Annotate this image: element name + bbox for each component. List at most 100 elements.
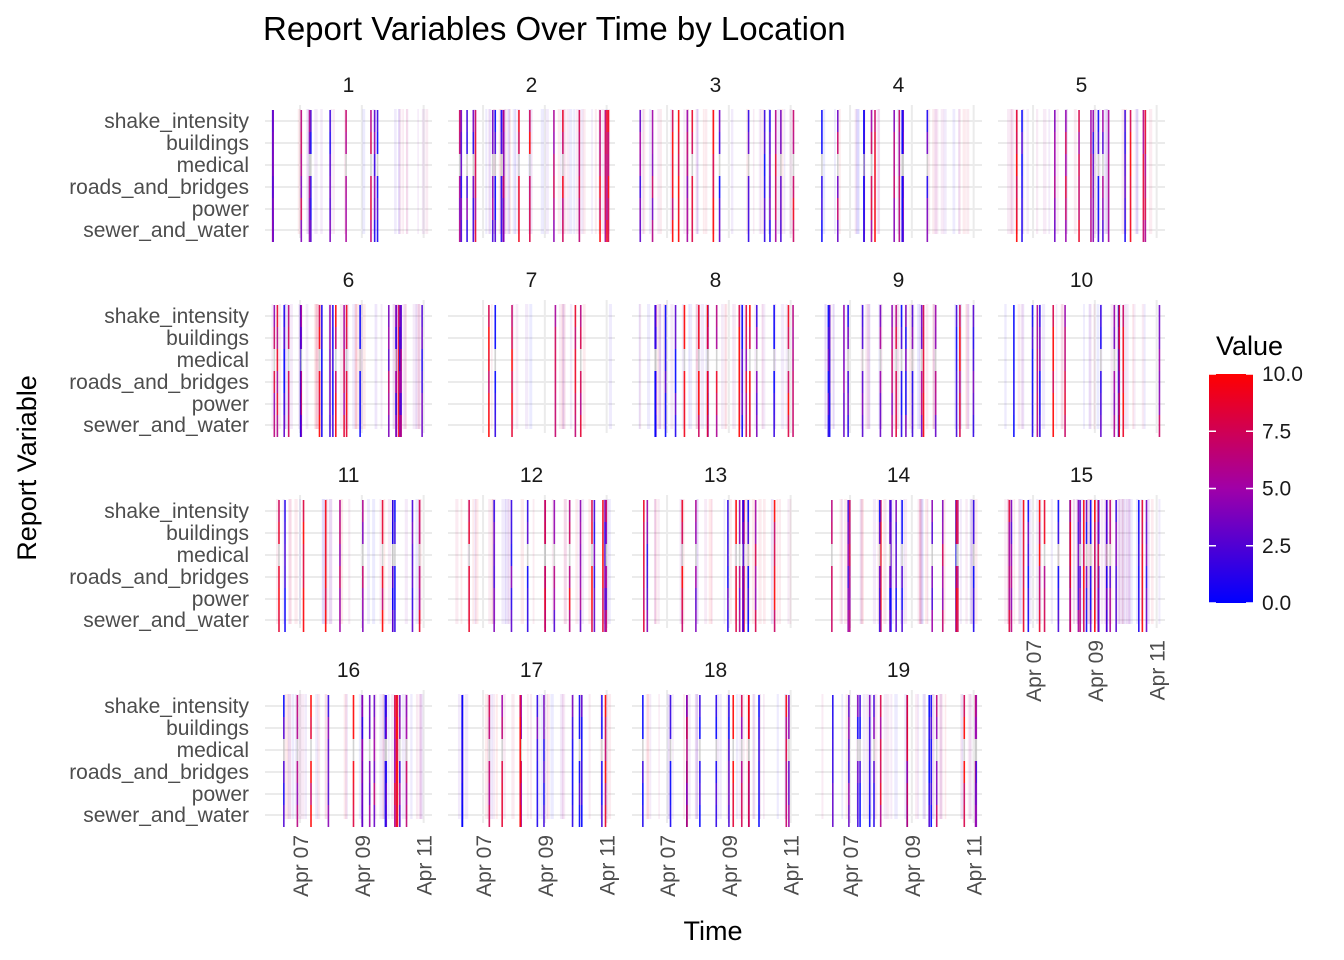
heat-band-faint bbox=[649, 694, 652, 819]
heat-band-faint bbox=[1089, 304, 1092, 429]
heat-cell bbox=[599, 176, 601, 198]
heat-band-faint bbox=[908, 304, 912, 429]
heat-cell bbox=[747, 176, 750, 198]
heat-band-faint bbox=[1011, 109, 1015, 234]
heat-cell bbox=[686, 717, 688, 739]
heat-cell bbox=[398, 327, 400, 349]
heat-band-faint bbox=[696, 304, 700, 429]
heat-cell bbox=[863, 198, 865, 220]
heat-cell bbox=[1078, 132, 1080, 154]
heat-cell bbox=[669, 805, 672, 827]
heat-cell bbox=[787, 327, 790, 349]
heat-cell bbox=[718, 110, 721, 132]
heat-cell bbox=[488, 393, 490, 415]
heat-cell bbox=[934, 415, 937, 437]
heat-cell bbox=[895, 610, 897, 632]
heat-cell bbox=[941, 522, 944, 544]
facet-panel-12: 12 bbox=[448, 464, 615, 632]
heat-cell bbox=[749, 415, 751, 437]
heat-cell bbox=[376, 154, 379, 176]
y-tick-label: buildings bbox=[166, 132, 249, 155]
heat-band-faint bbox=[932, 304, 935, 429]
heat-cell bbox=[926, 220, 929, 242]
heat-cell bbox=[310, 110, 312, 132]
heat-cell bbox=[857, 783, 859, 805]
heat-band-faint bbox=[520, 499, 524, 624]
heat-cell bbox=[1090, 110, 1092, 132]
heat-band-faint bbox=[965, 499, 968, 624]
heat-cell bbox=[1021, 132, 1023, 154]
heat-band-faint bbox=[704, 499, 708, 624]
heat-band-faint bbox=[855, 109, 860, 234]
heat-band-faint bbox=[421, 109, 425, 234]
heat-cell bbox=[543, 761, 545, 783]
heat-cell bbox=[738, 610, 741, 632]
heat-band-faint bbox=[547, 694, 550, 819]
heat-cell bbox=[321, 349, 323, 371]
heat-cell bbox=[749, 305, 751, 327]
heat-cell bbox=[859, 717, 861, 739]
y-axis-title: Report Variable bbox=[12, 375, 42, 561]
heat-cell bbox=[1010, 500, 1013, 522]
heat-band-faint bbox=[1028, 499, 1032, 624]
heat-cell bbox=[271, 220, 274, 242]
heat-cell bbox=[283, 327, 286, 349]
heat-cell bbox=[774, 176, 777, 198]
heat-band-faint bbox=[667, 694, 670, 819]
heat-cell bbox=[747, 761, 750, 783]
heat-cell bbox=[848, 544, 851, 566]
heat-cell bbox=[373, 783, 376, 805]
heat-cell bbox=[785, 761, 788, 783]
heat-band-faint bbox=[918, 499, 922, 624]
heat-band-faint bbox=[891, 499, 895, 624]
heat-cell bbox=[391, 588, 394, 610]
heat-band-faint bbox=[943, 499, 946, 624]
heat-cell bbox=[502, 110, 505, 132]
heat-band-faint bbox=[1106, 109, 1109, 234]
heat-band-faint bbox=[735, 694, 739, 819]
heat-cell bbox=[529, 110, 531, 132]
heat-cell bbox=[493, 544, 495, 566]
heat-cell bbox=[928, 739, 931, 761]
heat-cell bbox=[335, 415, 337, 437]
heat-cell bbox=[699, 761, 701, 783]
heat-band-faint bbox=[387, 694, 390, 819]
y-tick-label: roads_and_bridges bbox=[69, 176, 249, 199]
heat-cell bbox=[395, 349, 397, 371]
heat-cell bbox=[606, 198, 608, 220]
heat-cell bbox=[544, 544, 546, 566]
heat-cell bbox=[458, 176, 461, 198]
heat-band-faint bbox=[566, 109, 570, 234]
heat-cell bbox=[1031, 371, 1034, 393]
heat-cell bbox=[901, 198, 904, 220]
heat-band-faint bbox=[1141, 304, 1145, 429]
heat-band-faint bbox=[696, 694, 699, 819]
heat-cell bbox=[601, 739, 603, 761]
heat-cell bbox=[536, 739, 539, 761]
heat-cell bbox=[394, 783, 396, 805]
heat-cell bbox=[396, 739, 399, 761]
heat-band-faint bbox=[700, 304, 705, 429]
heat-cell bbox=[735, 522, 737, 544]
heat-cell bbox=[715, 783, 718, 805]
heat-band-faint bbox=[961, 694, 964, 819]
heat-cell bbox=[843, 371, 845, 393]
heat-band-faint bbox=[493, 109, 496, 234]
heat-cell bbox=[889, 610, 891, 632]
heat-band-faint bbox=[669, 109, 673, 234]
heat-band-faint bbox=[419, 694, 423, 819]
heat-cell bbox=[343, 305, 345, 327]
heat-cell bbox=[747, 500, 750, 522]
heat-cell bbox=[774, 132, 777, 154]
heat-cell bbox=[902, 220, 905, 242]
heat-cell bbox=[1085, 522, 1088, 544]
heat-band-faint bbox=[770, 499, 773, 624]
heat-cell bbox=[863, 220, 865, 242]
heat-cell bbox=[773, 393, 775, 415]
heat-cell bbox=[1053, 154, 1056, 176]
heat-cell bbox=[686, 761, 688, 783]
heat-cell bbox=[728, 717, 730, 739]
heat-cell bbox=[395, 695, 398, 717]
heat-cell bbox=[848, 500, 851, 522]
